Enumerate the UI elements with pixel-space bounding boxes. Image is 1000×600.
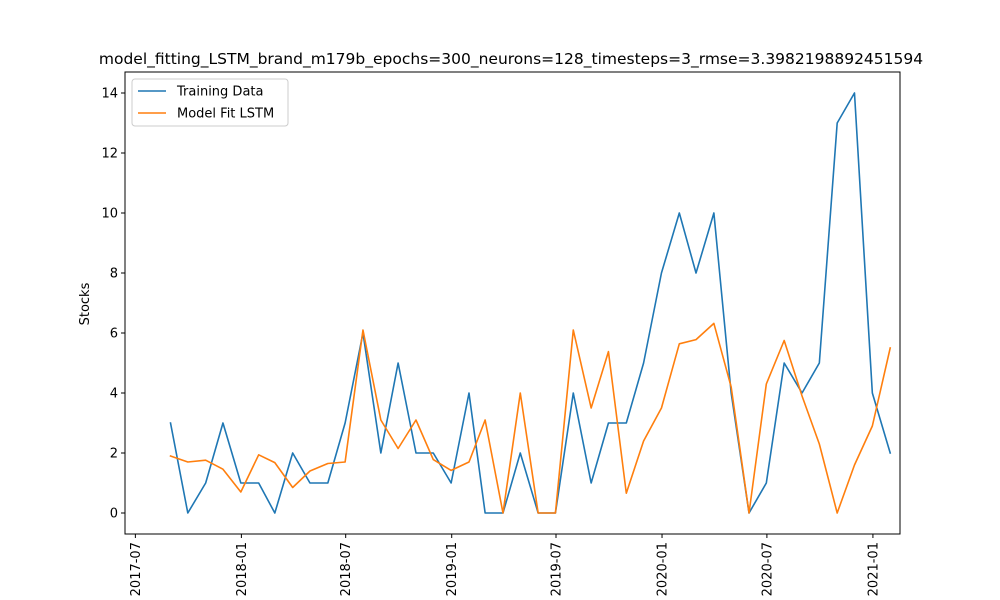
- x-tick-label: 2017-07: [129, 542, 144, 596]
- legend-label: Training Data: [176, 85, 263, 100]
- y-axis-label: Stocks: [78, 282, 93, 325]
- axes-frame: [124, 71, 901, 535]
- x-tick-label: 2019-07: [550, 542, 565, 596]
- x-tick-label: 2018-01: [235, 542, 250, 596]
- y-tick-label: 6: [110, 327, 118, 342]
- x-tick-label: 2019-01: [445, 542, 460, 596]
- plot-area: [169, 92, 892, 514]
- y-tick-label: 0: [110, 507, 118, 522]
- x-tick-label: 2020-07: [760, 542, 775, 596]
- x-tick-label: 2021-01: [866, 542, 881, 596]
- x-tick-label: 2018-07: [339, 542, 354, 596]
- y-tick-label: 10: [101, 207, 118, 222]
- y-tick-label: 12: [101, 147, 118, 162]
- y-tick-label: 8: [110, 267, 118, 282]
- y-tick-label: 2: [110, 447, 118, 462]
- y-tick-label: 14: [101, 87, 118, 102]
- x-tick-label: 2020-01: [656, 542, 671, 596]
- legend-label: Model Fit LSTM: [177, 107, 274, 122]
- legend: Training Data Model Fit LSTM: [131, 78, 289, 127]
- legend-box: [131, 78, 289, 127]
- series-line-1: [169, 92, 892, 514]
- series-line-2: [169, 322, 892, 514]
- y-axis: 0 2 4 6 8 10 12 14: [101, 87, 125, 522]
- x-axis: 2017-07 2018-01 2018-07 2019-01 2019-07 2020-…: [129, 534, 881, 596]
- chart-title: model_fitting_LSTM_brand_m179b_epochs=30…: [99, 50, 923, 69]
- y-tick-label: 4: [110, 387, 118, 402]
